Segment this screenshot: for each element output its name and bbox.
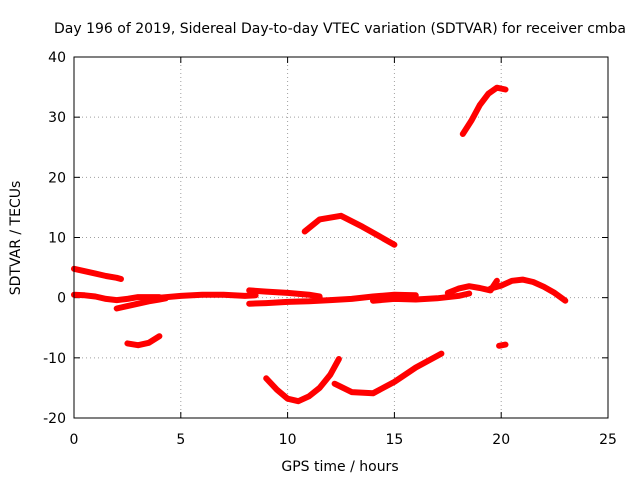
series-arc-10 [487, 276, 569, 304]
x-tick-label: 20 [492, 432, 510, 448]
series-arc-11 [263, 356, 342, 405]
x-axis-label: GPS time / hours [281, 459, 398, 475]
series-arc-1 [71, 265, 124, 282]
x-tick-label: 0 [70, 432, 79, 448]
grid-lines [74, 57, 608, 418]
series-arc-12 [331, 350, 445, 397]
y-tick-label: -10 [43, 351, 66, 367]
x-tick-label: 15 [385, 432, 403, 448]
series-arc-14 [459, 84, 509, 137]
axis-ticks: 0 5 10 15 20 25 -20 -10 0 10 20 30 40 [43, 50, 617, 448]
series-arc-6 [246, 287, 323, 300]
y-tick-label: 30 [48, 110, 66, 126]
data-series [71, 84, 569, 405]
series-arc-4 [124, 333, 163, 349]
plot-frame [73, 56, 609, 419]
x-tick-label: 5 [176, 432, 185, 448]
series-arc-7 [246, 291, 419, 307]
y-tick-label: 0 [57, 291, 66, 307]
series-arc-2 [71, 291, 163, 304]
series-arc-13 [301, 212, 398, 248]
x-tick-label: 10 [279, 432, 297, 448]
y-tick-label: 10 [48, 231, 66, 247]
series-arc-8 [370, 290, 473, 304]
y-tick-label: 20 [48, 170, 66, 186]
series-arc-15 [496, 341, 509, 349]
y-axis-label: SDTVAR / TECUs [8, 181, 24, 296]
chart-title: Day 196 of 2019, Sidereal Day-to-day VTE… [54, 21, 626, 37]
y-tick-label: -20 [43, 411, 66, 427]
series-arc-5 [156, 291, 259, 301]
y-tick-label: 40 [48, 50, 66, 66]
x-tick-label: 25 [599, 432, 617, 448]
